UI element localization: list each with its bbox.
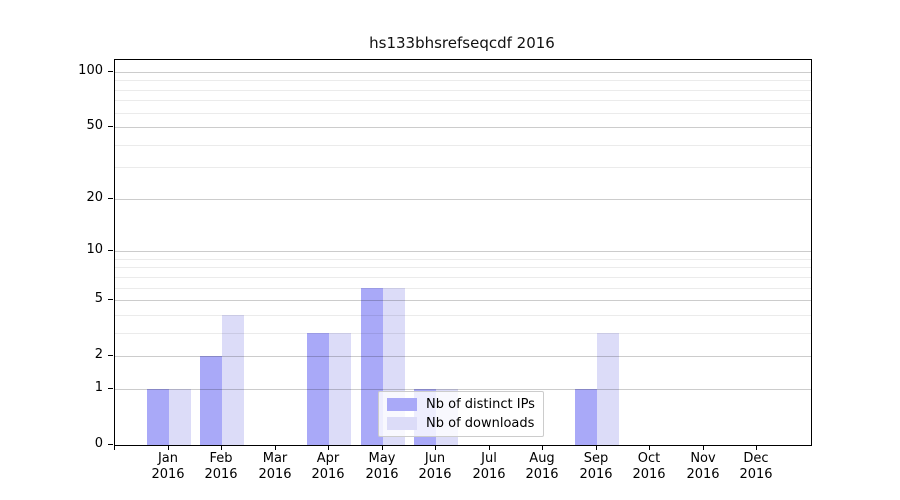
bar-downloads-apr	[329, 332, 352, 445]
x-tick-label-jan: Jan 2016	[151, 451, 185, 482]
x-tick	[703, 445, 704, 450]
legend-swatch-distinct-ips	[387, 398, 417, 411]
gridline-major	[115, 389, 811, 390]
x-tick	[275, 445, 276, 450]
chart-title: hs133bhsrefseqcdf 2016	[369, 34, 555, 52]
x-tick-label-jun: Jun 2016	[418, 451, 452, 482]
bar-distinct-ips-may	[360, 287, 383, 445]
y-tick	[108, 355, 113, 356]
bar-downloads-feb	[222, 314, 245, 445]
gridline-minor	[115, 100, 811, 101]
gridline-major	[115, 127, 811, 128]
y-tick	[108, 444, 113, 445]
x-tick-label-feb: Feb 2016	[204, 451, 238, 482]
gridline-minor	[115, 277, 811, 278]
y-tick	[108, 250, 113, 251]
y-tick	[108, 71, 113, 72]
x-tick-label-jul: Jul 2016	[472, 451, 506, 482]
gridline-major	[115, 251, 811, 252]
x-tick	[756, 445, 757, 450]
y-tick-label: 50	[86, 118, 103, 133]
legend: Nb of distinct IPs Nb of downloads	[378, 391, 544, 437]
y-tick-label: 0	[94, 436, 103, 451]
bar-distinct-ips-apr	[307, 332, 330, 445]
legend-label-downloads: Nb of downloads	[426, 416, 535, 431]
gridline-minor	[115, 288, 811, 289]
y-tick-label: 10	[86, 242, 103, 257]
gridline-major	[115, 72, 811, 73]
bar-downloads-sep	[596, 332, 619, 445]
y-tick-label: 1	[94, 380, 103, 395]
x-tick-label-may: May 2016	[365, 451, 399, 482]
bar-distinct-ips-jan	[146, 388, 169, 445]
y-tick-label: 20	[86, 190, 103, 205]
legend-swatch-downloads	[387, 417, 417, 430]
x-tick	[542, 445, 543, 450]
bar-distinct-ips-feb	[200, 356, 223, 445]
legend-entry-distinct-ips: Nb of distinct IPs	[387, 397, 543, 412]
gridline-minor	[115, 333, 811, 334]
y-tick-label: 100	[78, 63, 103, 78]
x-tick-label-mar: Mar 2016	[258, 451, 292, 482]
bar-distinct-ips-sep	[574, 388, 597, 445]
y-tick	[108, 388, 113, 389]
x-tick	[382, 445, 383, 450]
x-tick-label-dec: Dec 2016	[739, 451, 773, 482]
x-tick	[489, 445, 490, 450]
x-tick	[328, 445, 329, 450]
x-tick	[114, 445, 115, 450]
x-tick	[596, 445, 597, 450]
gridline-major	[115, 199, 811, 200]
x-tick-label-apr: Apr 2016	[311, 451, 345, 482]
y-tick	[108, 198, 113, 199]
y-tick	[108, 126, 113, 127]
x-tick	[168, 445, 169, 450]
gridline-minor	[115, 259, 811, 260]
x-tick-label-oct: Oct 2016	[632, 451, 666, 482]
gridline-minor	[115, 80, 811, 81]
y-tick	[108, 299, 113, 300]
y-tick-label: 5	[94, 291, 103, 306]
x-tick	[649, 445, 650, 450]
gridline-minor	[115, 113, 811, 114]
gridline-major	[115, 300, 811, 301]
gridline-minor	[115, 267, 811, 268]
x-tick-label-sep: Sep 2016	[579, 451, 613, 482]
gridline-minor	[115, 167, 811, 168]
legend-label-distinct-ips: Nb of distinct IPs	[426, 397, 535, 412]
plot-area	[114, 59, 812, 446]
x-tick	[221, 445, 222, 450]
gridline-minor	[115, 145, 811, 146]
y-tick-label: 2	[94, 347, 103, 362]
legend-entry-downloads: Nb of downloads	[387, 416, 543, 431]
gridline-major	[115, 356, 811, 357]
bar-downloads-jan	[168, 388, 191, 445]
x-tick	[435, 445, 436, 450]
gridline-minor	[115, 315, 811, 316]
x-tick-label-aug: Aug 2016	[525, 451, 559, 482]
gridline-minor	[115, 90, 811, 91]
x-tick-label-nov: Nov 2016	[686, 451, 720, 482]
